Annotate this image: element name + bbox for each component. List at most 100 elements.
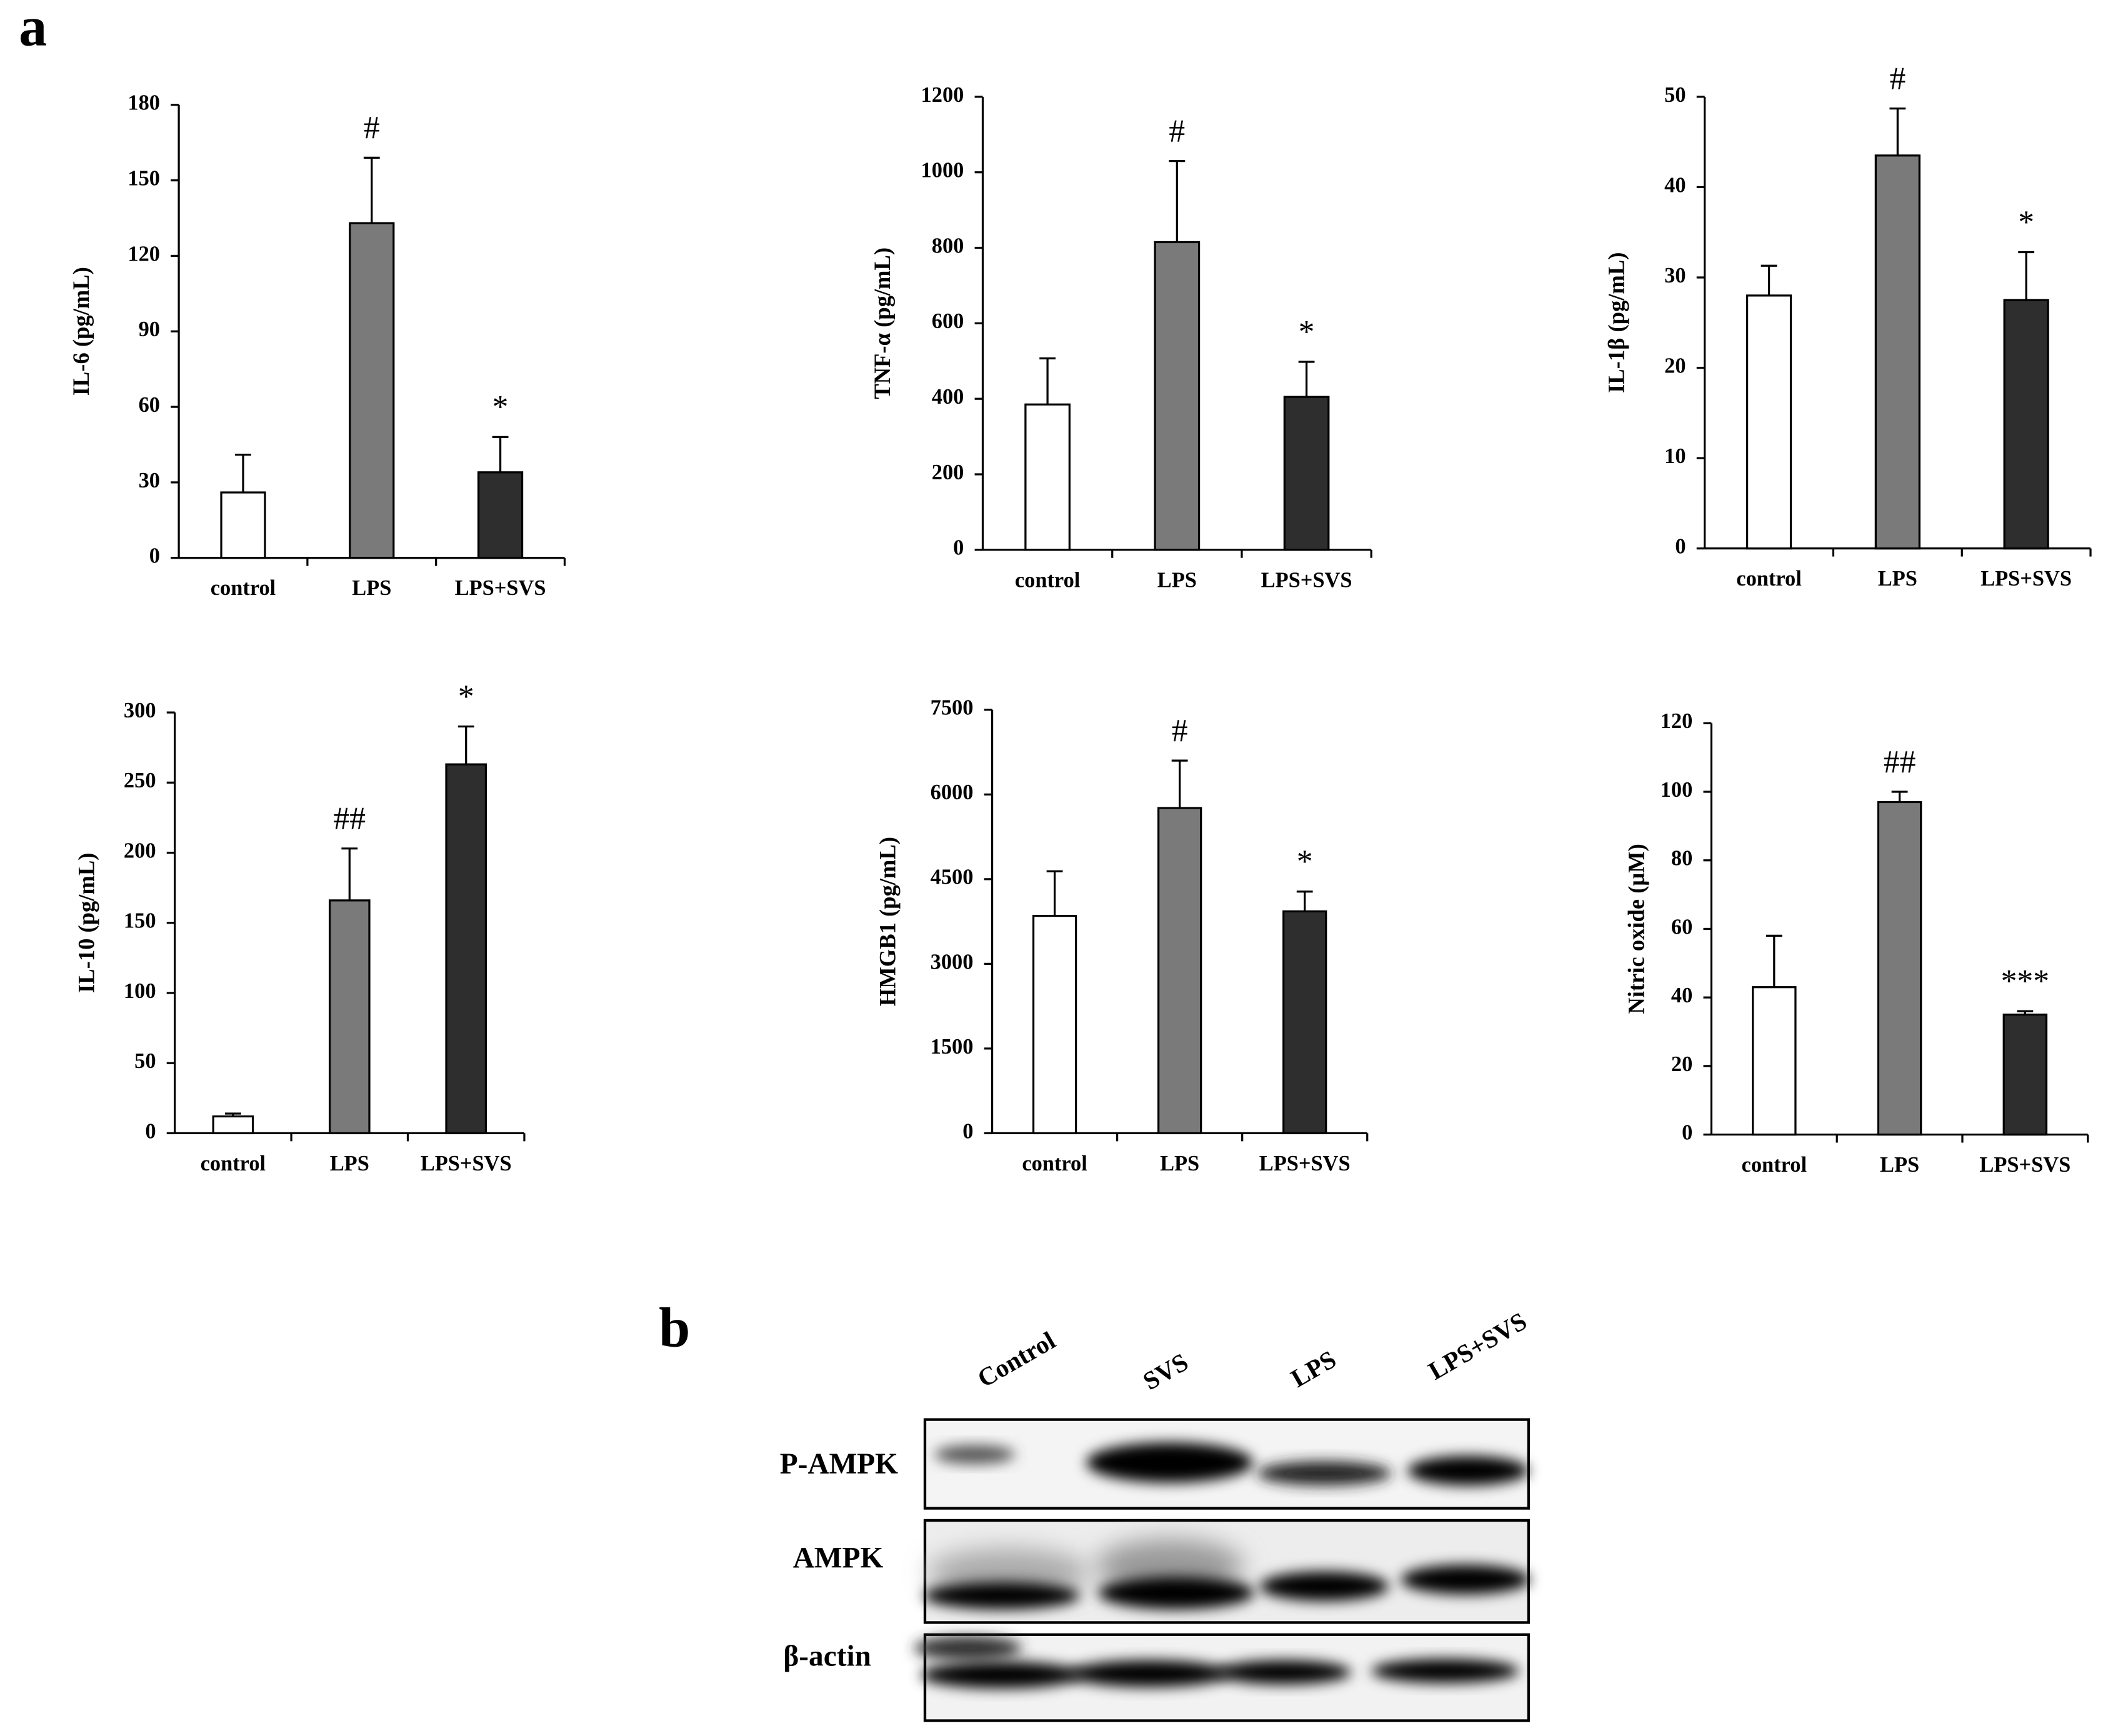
blot-row	[914, 1633, 1531, 1722]
y-axis-label: IL-6 (pg/mL)	[68, 267, 94, 396]
x-tick-label: control	[211, 576, 276, 600]
blot-row	[923, 1519, 1531, 1624]
y-tick-label: 0	[962, 1119, 973, 1143]
y-tick-label: 50	[134, 1049, 156, 1073]
bar	[328, 899, 371, 1135]
panel-label: b	[659, 1296, 690, 1359]
x-tick-label: control	[1742, 1153, 1807, 1177]
bar	[220, 491, 266, 559]
y-tick-label: 200	[932, 461, 964, 484]
y-axis-label: IL-10 (pg/mL)	[73, 853, 99, 993]
bar	[1032, 914, 1077, 1135]
significance-label: ##	[333, 801, 366, 837]
row-label: AMPK	[793, 1542, 884, 1574]
significance-label: #	[364, 110, 380, 146]
bar	[1877, 801, 1922, 1136]
x-tick-label: LPS+SVS	[455, 576, 546, 600]
significance-label: *	[1299, 314, 1315, 350]
lane-label: SVS	[1138, 1348, 1192, 1395]
x-tick-label: LPS	[1157, 568, 1197, 592]
bar	[1154, 241, 1201, 551]
x-tick-label: control	[1736, 567, 1801, 591]
western-blot: Control SVS LPS LPS+SVS P-AMPK AMPK β-ac…	[780, 1307, 1531, 1722]
y-tick-label: 40	[1664, 173, 1686, 197]
lane-label: LPS+SVS	[1424, 1307, 1531, 1385]
x-tick-label: LPS	[1880, 1153, 1919, 1177]
y-tick-label: 150	[124, 909, 156, 933]
significance-label: #	[1169, 113, 1185, 149]
y-tick-label: 20	[1664, 354, 1686, 377]
y-tick-label: 3000	[931, 950, 974, 974]
bar	[2002, 1013, 2048, 1136]
bar	[349, 222, 395, 559]
y-tick-label: 60	[1671, 915, 1692, 939]
y-axis-label: TNF-α (pg/mL)	[869, 247, 895, 399]
lane-label: Control	[972, 1326, 1060, 1393]
bar	[212, 1115, 254, 1135]
bar	[1157, 807, 1202, 1135]
x-tick-label: LPS	[1878, 567, 1917, 591]
x-tick-label: LPS+SVS	[1981, 567, 2072, 591]
bar	[1874, 154, 1921, 550]
bar	[1024, 403, 1071, 551]
y-tick-label: 180	[127, 91, 160, 115]
y-tick-label: 40	[1671, 984, 1692, 1007]
x-tick-label: LPS	[352, 576, 391, 600]
y-tick-label: 10	[1664, 444, 1686, 468]
y-tick-label: 0	[1682, 1120, 1692, 1144]
y-tick-label: 1500	[931, 1035, 974, 1059]
y-tick-label: 0	[1675, 535, 1686, 559]
bar	[2003, 299, 2049, 550]
bar	[1752, 986, 1797, 1136]
x-tick-label: LPS	[1160, 1152, 1199, 1175]
y-tick-label: 100	[1661, 778, 1693, 802]
y-tick-label: 0	[145, 1119, 156, 1143]
panel-label: a	[19, 0, 47, 57]
x-tick-label: LPS+SVS	[421, 1152, 512, 1175]
y-tick-label: 0	[953, 536, 964, 560]
x-tick-label: control	[201, 1152, 266, 1175]
y-axis-label: IL-1β (pg/mL)	[1603, 252, 1629, 393]
y-tick-label: 6000	[931, 781, 974, 804]
significance-label: *	[458, 679, 474, 714]
y-tick-label: 30	[1664, 264, 1686, 287]
bar	[445, 763, 487, 1135]
y-tick-label: 4500	[931, 866, 974, 889]
x-tick-label: LPS+SVS	[1979, 1153, 2071, 1177]
x-tick-label: LPS+SVS	[1261, 568, 1352, 592]
x-tick-label: LPS	[330, 1152, 369, 1175]
y-axis-label: HMGB1 (pg/mL)	[874, 837, 900, 1006]
y-tick-label: 800	[932, 234, 964, 257]
y-tick-label: 300	[124, 699, 156, 722]
significance-label: *	[492, 389, 509, 425]
significance-label: #	[1889, 61, 1906, 96]
y-tick-label: 50	[1664, 83, 1686, 107]
significance-label: #	[1172, 713, 1188, 749]
y-tick-label: 400	[932, 385, 964, 409]
y-axis-label: Nitric oxide (μM)	[1624, 844, 1649, 1014]
blot-row	[923, 1418, 1531, 1510]
y-tick-label: 80	[1671, 847, 1692, 870]
y-tick-label: 200	[124, 839, 156, 862]
y-tick-label: 20	[1671, 1052, 1692, 1076]
bar	[1282, 910, 1327, 1135]
x-tick-label: control	[1015, 568, 1080, 592]
row-label: β-actin	[783, 1640, 871, 1672]
y-tick-label: 150	[127, 167, 160, 191]
significance-label: *	[1297, 844, 1313, 880]
lane-label: LPS	[1286, 1345, 1341, 1392]
y-tick-label: 120	[127, 242, 160, 266]
y-tick-label: 30	[139, 469, 160, 492]
bar	[477, 471, 524, 559]
y-tick-label: 0	[149, 544, 160, 568]
x-tick-label: control	[1022, 1152, 1087, 1175]
y-tick-label: 600	[932, 309, 964, 333]
significance-label: ***	[2001, 964, 2049, 999]
bar	[1283, 396, 1330, 551]
y-tick-label: 250	[124, 769, 156, 792]
y-tick-label: 90	[139, 317, 160, 341]
y-tick-label: 60	[139, 393, 160, 417]
significance-label: ##	[1884, 744, 1916, 780]
